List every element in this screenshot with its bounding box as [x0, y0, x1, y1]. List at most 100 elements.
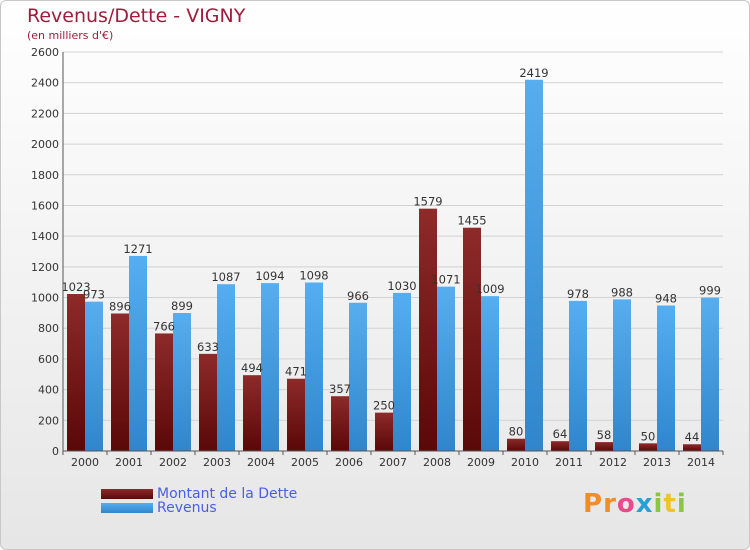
data-label-revenus: 2419	[519, 66, 548, 80]
bar-revenus	[569, 300, 587, 451]
data-label-revenus: 988	[611, 285, 633, 299]
bar-revenus	[437, 286, 455, 451]
data-label-revenus: 1071	[431, 273, 460, 287]
y-tick-label: 1200	[31, 261, 59, 274]
bar-revenus	[481, 296, 499, 451]
x-tick-label: 2005	[291, 456, 319, 469]
x-tick-label: 2000	[71, 456, 99, 469]
data-label-revenus: 1087	[211, 270, 240, 284]
x-tick-label: 2002	[159, 456, 187, 469]
bar-dette	[419, 208, 437, 451]
logo-letter: o	[616, 489, 636, 519]
y-tick-label: 400	[38, 384, 59, 397]
bar-dette	[67, 294, 85, 451]
bar-dette	[155, 333, 173, 451]
data-label-dette: 44	[685, 430, 700, 444]
data-label-dette: 896	[109, 299, 131, 313]
data-label-dette: 766	[153, 319, 175, 333]
bar-dette	[683, 444, 701, 451]
chart-title: Revenus/Dette - VIGNY	[27, 5, 246, 27]
bar-revenus	[85, 301, 103, 451]
data-label-revenus: 1009	[475, 282, 504, 296]
y-tick-label: 800	[38, 322, 59, 335]
data-label-revenus: 1271	[123, 242, 152, 256]
data-label-dette: 471	[285, 365, 307, 379]
bar-dette	[375, 412, 393, 451]
y-tick-label: 2600	[31, 46, 59, 59]
chart-subtitle: (en milliers d'€)	[27, 29, 114, 42]
x-tick-label: 2008	[423, 456, 451, 469]
x-tick-label: 2013	[643, 456, 671, 469]
legend-label-revenus: Revenus	[157, 500, 217, 516]
x-tick-label: 2011	[555, 456, 583, 469]
data-label-dette: 50	[641, 429, 656, 443]
x-tick-label: 2012	[599, 456, 627, 469]
data-label-revenus: 1098	[299, 268, 328, 282]
bar-dette	[595, 442, 613, 451]
bar-revenus	[393, 292, 411, 451]
data-label-dette: 1455	[457, 214, 486, 228]
bar-revenus	[129, 255, 147, 451]
bar-dette	[243, 375, 261, 451]
bar-dette	[551, 441, 569, 451]
y-tick-label: 2200	[31, 107, 59, 120]
data-label-revenus: 973	[83, 288, 105, 302]
data-label-revenus: 899	[171, 299, 193, 313]
legend-item-revenus: Revenus	[101, 500, 297, 516]
y-tick-label: 1800	[31, 169, 59, 182]
x-tick-label: 2001	[115, 456, 143, 469]
bar-dette	[111, 313, 129, 451]
bar-revenus	[217, 284, 235, 451]
chart-legend: Montant de la Dette Revenus	[101, 486, 298, 516]
bar-revenus	[525, 79, 543, 451]
bar-dette	[287, 378, 305, 451]
data-label-revenus: 948	[655, 292, 677, 306]
logo-letter: t	[663, 489, 677, 519]
logo-letter: x	[635, 489, 654, 519]
y-tick-label: 600	[38, 353, 59, 366]
x-tick-label: 2006	[335, 456, 363, 469]
data-label-revenus: 1030	[387, 279, 416, 293]
bar-dette	[331, 396, 349, 451]
data-label-dette: 80	[509, 425, 524, 439]
bar-revenus	[173, 313, 191, 451]
data-label-revenus: 966	[347, 289, 369, 303]
y-tick-label: 2000	[31, 138, 59, 151]
legend-label-dette: Montant de la Dette	[157, 486, 298, 502]
y-tick-label: 200	[38, 414, 59, 427]
bar-revenus	[613, 299, 631, 451]
data-label-dette: 1579	[413, 195, 442, 209]
y-tick-label: 1000	[31, 292, 59, 305]
bar-revenus	[701, 297, 719, 451]
bar-revenus	[261, 283, 279, 451]
bar-dette	[507, 438, 525, 451]
x-tick-label: 2007	[379, 456, 407, 469]
x-tick-label: 2014	[687, 456, 715, 469]
x-tick-label: 2003	[203, 456, 231, 469]
data-label-dette: 633	[197, 340, 219, 354]
data-label-revenus: 1094	[255, 269, 284, 283]
data-label-dette: 1023	[61, 280, 90, 294]
logo-letter: i	[653, 489, 664, 519]
x-tick-label: 2010	[511, 456, 539, 469]
proxiti-logo: Proxiti	[583, 489, 687, 519]
data-label-dette: 58	[597, 428, 612, 442]
bar-revenus	[305, 282, 323, 451]
legend-item-dette: Montant de la Dette	[101, 486, 298, 502]
legend-swatch-revenus	[101, 503, 153, 513]
x-tick-label: 2004	[247, 456, 275, 469]
bar-dette	[639, 443, 657, 451]
logo-letter: i	[676, 489, 687, 519]
logo-letter: r	[603, 489, 617, 519]
x-tick-label: 2009	[467, 456, 495, 469]
bar-revenus	[349, 302, 367, 451]
data-label-dette: 250	[373, 399, 395, 413]
data-label-dette: 494	[241, 361, 263, 375]
y-tick-label: 0	[52, 445, 59, 458]
bar-dette	[199, 353, 217, 451]
y-tick-label: 1400	[31, 230, 59, 243]
bar-dette	[463, 227, 481, 451]
data-label-revenus: 999	[699, 284, 721, 298]
